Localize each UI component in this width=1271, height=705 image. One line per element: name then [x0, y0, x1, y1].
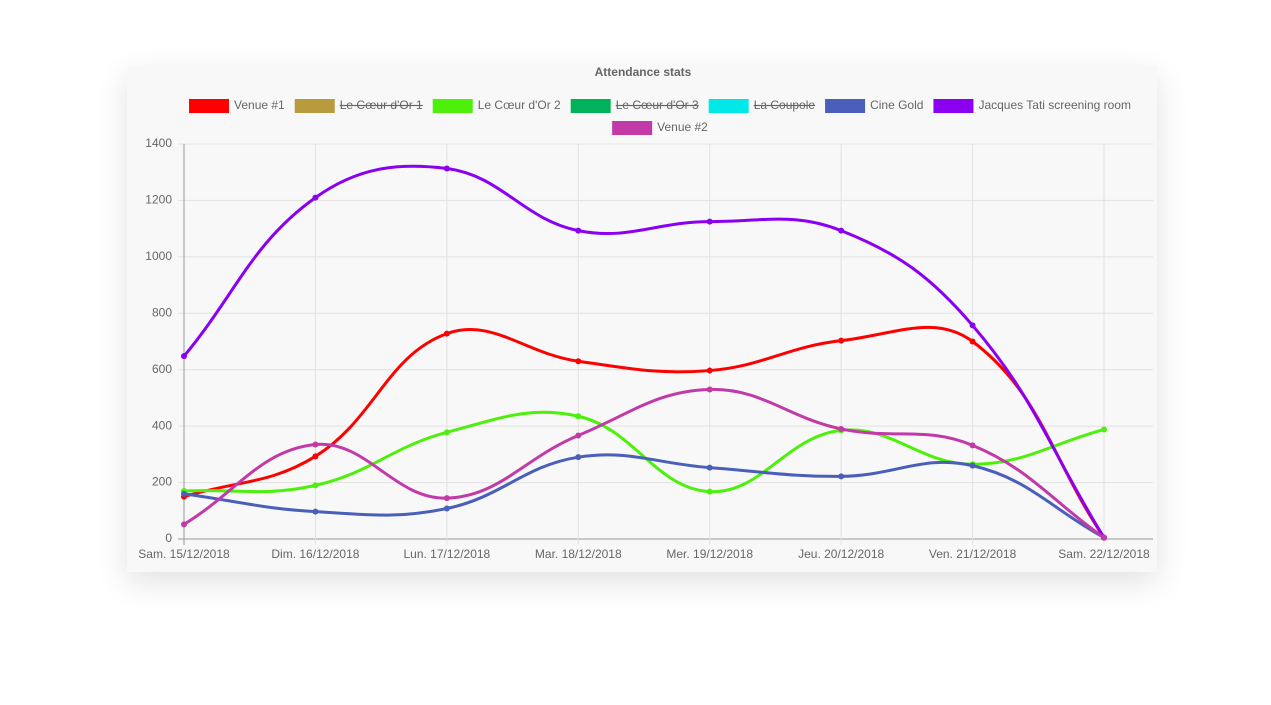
legend-item: Venue #1 [189, 98, 285, 113]
point [575, 413, 582, 420]
legend-swatch [432, 99, 473, 113]
x-tick-label: Ven. 21/12/2018 [929, 547, 1017, 561]
x-tick-label: Sam. 15/12/2018 [138, 547, 230, 561]
legend-swatch [708, 99, 749, 113]
y-tick-label: 800 [152, 305, 172, 319]
x-tick-label: Dim. 16/12/2018 [271, 547, 359, 561]
legend-swatch [189, 99, 230, 113]
point [838, 227, 845, 234]
series-line [183, 453, 1105, 539]
point [969, 462, 976, 469]
point [575, 227, 582, 234]
legend-item: Cine Gold [825, 98, 923, 113]
point [575, 454, 582, 461]
legend-item: Le Cœur d'Or 2 [432, 98, 561, 113]
point [312, 441, 319, 448]
x-tick-label: Mer. 19/12/2018 [666, 547, 753, 561]
y-tick-label: 600 [152, 362, 172, 376]
point [1101, 534, 1107, 541]
point [969, 322, 976, 329]
legend-swatch [933, 99, 974, 113]
point [706, 386, 713, 393]
y-tick-label: 400 [152, 418, 172, 432]
legend-item: Le Cœur d'Or 3 [570, 98, 699, 113]
y-tick-label: 200 [152, 475, 172, 489]
point [706, 488, 713, 495]
point [838, 337, 845, 344]
point [706, 218, 713, 225]
point [312, 453, 319, 460]
series-line [182, 164, 1106, 539]
legend-item: Le Cœur d'Or 1 [294, 98, 423, 113]
x-tick-label: Sam. 22/12/2018 [1058, 547, 1150, 561]
x-tick-label: Lun. 17/12/2018 [403, 547, 490, 561]
point [838, 473, 845, 480]
point [312, 482, 319, 489]
point [969, 338, 976, 345]
chart-title: Attendance stats [595, 65, 692, 79]
point [706, 367, 713, 374]
point [181, 490, 187, 497]
point [443, 165, 450, 172]
legend-item: La Coupole [708, 98, 816, 113]
legend-label: Cine Gold [870, 98, 923, 112]
point [706, 464, 713, 471]
x-tick-label: Jeu. 20/12/2018 [798, 547, 884, 561]
legend-label: Jacques Tati screening room [978, 98, 1131, 112]
point [443, 330, 450, 337]
legend-swatch [612, 121, 653, 135]
point [181, 353, 187, 360]
legend-item: Venue #2 [612, 120, 708, 135]
point [443, 505, 450, 512]
y-tick-label: 1000 [145, 249, 172, 263]
legend-label: Le Cœur d'Or 1 [340, 98, 423, 112]
legend-swatch [294, 99, 335, 113]
y-tick-label: 1400 [145, 136, 172, 150]
legend-swatch [825, 99, 866, 113]
series-line [183, 325, 1106, 539]
point [181, 521, 187, 528]
point [443, 429, 450, 436]
point [1101, 426, 1107, 433]
point [312, 508, 319, 515]
series-line [183, 387, 1105, 539]
point [312, 194, 319, 201]
legend-label: Le Cœur d'Or 3 [616, 98, 699, 112]
point [969, 442, 976, 449]
legend-label: Venue #1 [234, 98, 285, 112]
legend-label: Venue #2 [657, 120, 708, 134]
legend-swatch [570, 99, 611, 113]
point [443, 495, 450, 502]
legend-item: Jacques Tati screening room [933, 98, 1131, 113]
x-tick-label: Mar. 18/12/2018 [535, 547, 622, 561]
point [575, 432, 582, 439]
y-tick-label: 1200 [145, 193, 172, 207]
point [838, 425, 845, 432]
legend-label: La Coupole [754, 98, 816, 112]
legend-label: Le Cœur d'Or 2 [478, 98, 561, 112]
y-tick-label: 0 [165, 531, 172, 545]
point [575, 358, 582, 365]
